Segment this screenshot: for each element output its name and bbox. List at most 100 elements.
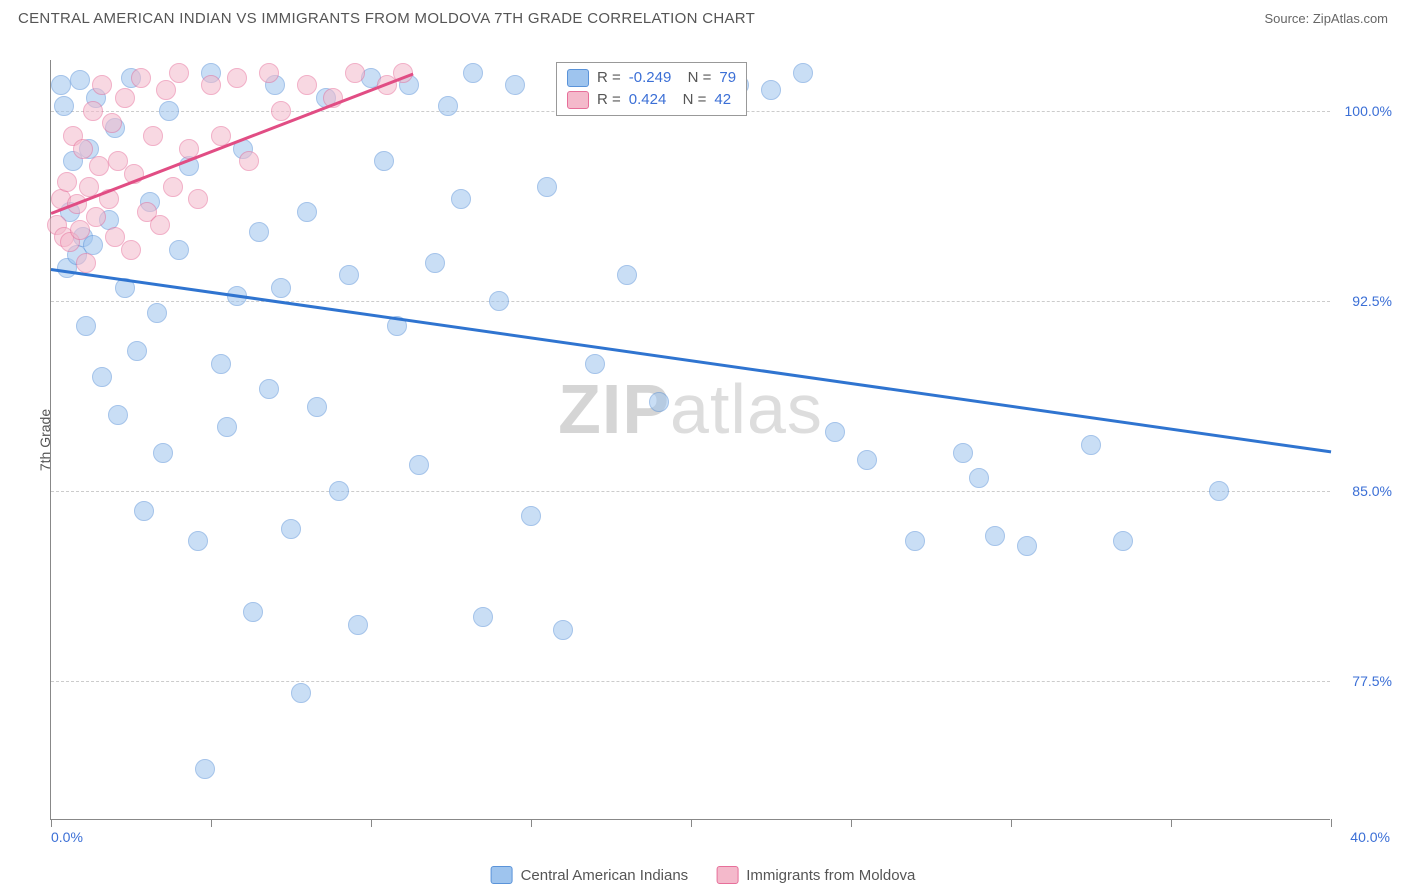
- scatter-point: [857, 450, 877, 470]
- n-label: N =: [674, 89, 706, 111]
- scatter-point: [227, 68, 247, 88]
- scatter-point: [291, 683, 311, 703]
- scatter-point: [585, 354, 605, 374]
- x-tick: [371, 819, 372, 827]
- scatter-point: [134, 501, 154, 521]
- scatter-point: [147, 303, 167, 323]
- x-tick: [51, 819, 52, 827]
- scatter-point: [1017, 536, 1037, 556]
- legend-swatch: [567, 69, 589, 87]
- scatter-point: [825, 422, 845, 442]
- stats-legend-row: R = -0.249 N = 79: [567, 67, 736, 89]
- n-value: 42: [714, 89, 731, 111]
- legend-swatch: [567, 91, 589, 109]
- scatter-point: [348, 615, 368, 635]
- scatter-point: [793, 63, 813, 83]
- x-tick: [691, 819, 692, 827]
- scatter-point: [188, 531, 208, 551]
- r-label: R =: [597, 89, 621, 111]
- scatter-point: [159, 101, 179, 121]
- scatter-point: [463, 63, 483, 83]
- scatter-point: [329, 481, 349, 501]
- stats-legend-row: R = 0.424 N = 42: [567, 89, 736, 111]
- scatter-point: [83, 101, 103, 121]
- scatter-point: [211, 354, 231, 374]
- scatter-point: [1209, 481, 1229, 501]
- scatter-point: [297, 202, 317, 222]
- legend-item: Central American Indians: [491, 866, 689, 884]
- scatter-point: [108, 405, 128, 425]
- scatter-point: [188, 189, 208, 209]
- scatter-point: [89, 156, 109, 176]
- legend-swatch: [491, 866, 513, 884]
- x-tick-label-max: 40.0%: [1350, 829, 1390, 845]
- x-tick: [211, 819, 212, 827]
- scatter-point: [521, 506, 541, 526]
- scatter-point: [76, 316, 96, 336]
- scatter-point: [121, 240, 141, 260]
- scatter-point: [92, 367, 112, 387]
- plot-region: ZIPatlas 77.5%85.0%92.5%100.0%0.0%40.0%R…: [50, 60, 1330, 820]
- r-label: R =: [597, 67, 621, 89]
- legend-swatch: [716, 866, 738, 884]
- scatter-point: [537, 177, 557, 197]
- scatter-point: [73, 139, 93, 159]
- x-tick: [531, 819, 532, 827]
- gridline: [51, 681, 1330, 682]
- scatter-point: [985, 526, 1005, 546]
- scatter-point: [239, 151, 259, 171]
- scatter-point: [249, 222, 269, 242]
- scatter-point: [281, 519, 301, 539]
- scatter-point: [51, 75, 71, 95]
- scatter-point: [953, 443, 973, 463]
- scatter-point: [76, 253, 96, 273]
- scatter-point: [271, 278, 291, 298]
- x-tick: [1331, 819, 1332, 827]
- scatter-point: [505, 75, 525, 95]
- scatter-point: [57, 172, 77, 192]
- scatter-point: [127, 341, 147, 361]
- scatter-point: [553, 620, 573, 640]
- trend-line: [51, 268, 1331, 453]
- scatter-point: [271, 101, 291, 121]
- scatter-point: [259, 63, 279, 83]
- scatter-point: [489, 291, 509, 311]
- scatter-point: [102, 113, 122, 133]
- scatter-point: [451, 189, 471, 209]
- y-tick-label: 85.0%: [1352, 483, 1392, 499]
- y-tick-label: 100.0%: [1345, 103, 1392, 119]
- scatter-point: [169, 240, 189, 260]
- scatter-point: [86, 207, 106, 227]
- scatter-point: [969, 468, 989, 488]
- x-tick: [1171, 819, 1172, 827]
- scatter-point: [438, 96, 458, 116]
- scatter-point: [473, 607, 493, 627]
- legend-item: Immigrants from Moldova: [716, 866, 915, 884]
- scatter-point: [307, 397, 327, 417]
- source-label: Source: ZipAtlas.com: [1264, 11, 1388, 26]
- watermark: ZIPatlas: [558, 369, 823, 449]
- scatter-point: [150, 215, 170, 235]
- n-label: N =: [679, 67, 711, 89]
- scatter-point: [143, 126, 163, 146]
- chart-area: 7th Grade ZIPatlas 77.5%85.0%92.5%100.0%…: [0, 40, 1406, 840]
- n-value: 79: [719, 67, 736, 89]
- scatter-point: [195, 759, 215, 779]
- r-value: 0.424: [629, 89, 667, 111]
- scatter-point: [70, 70, 90, 90]
- x-tick: [1011, 819, 1012, 827]
- x-tick-label-min: 0.0%: [51, 829, 83, 845]
- x-tick: [851, 819, 852, 827]
- scatter-point: [217, 417, 237, 437]
- scatter-point: [156, 80, 176, 100]
- chart-title: CENTRAL AMERICAN INDIAN VS IMMIGRANTS FR…: [18, 10, 755, 27]
- scatter-point: [54, 96, 74, 116]
- scatter-point: [1081, 435, 1101, 455]
- scatter-point: [1113, 531, 1133, 551]
- scatter-point: [409, 455, 429, 475]
- scatter-point: [201, 75, 221, 95]
- scatter-point: [153, 443, 173, 463]
- scatter-point: [905, 531, 925, 551]
- scatter-point: [259, 379, 279, 399]
- scatter-point: [92, 75, 112, 95]
